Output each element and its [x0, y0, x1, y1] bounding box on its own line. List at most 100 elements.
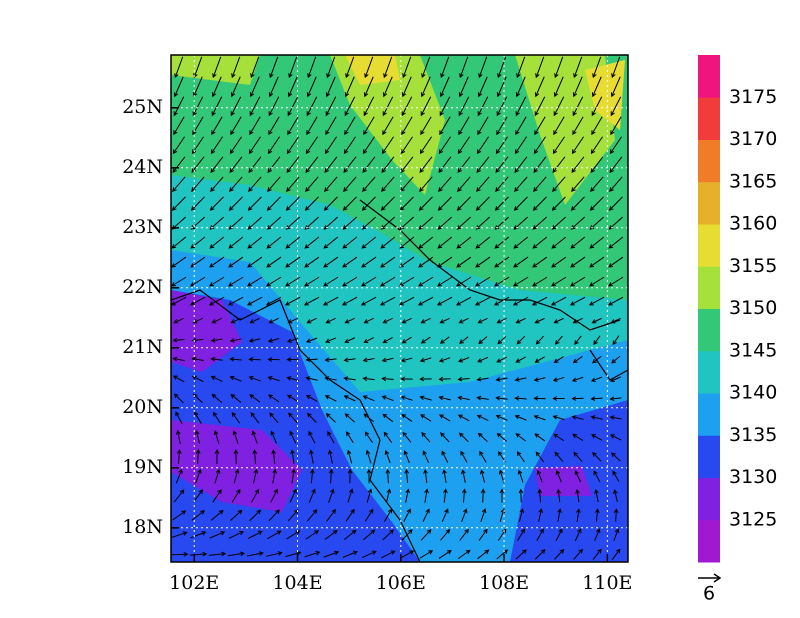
- wind-arrow: [476, 156, 490, 174]
- wind-arrow: [172, 337, 185, 343]
- wind-arrow: [589, 236, 605, 249]
- wind-arrow: [248, 156, 262, 174]
- wind-arrow: [210, 176, 224, 192]
- colorbar-box: [698, 55, 720, 98]
- wind-arrow: [209, 531, 226, 539]
- wind-arrow: [496, 76, 507, 98]
- wind-arrow: [514, 156, 528, 174]
- wind-arrow: [363, 76, 374, 98]
- wind-arrow: [417, 296, 434, 306]
- reference-arrowhead: [713, 573, 722, 583]
- wind-arrow: [515, 76, 526, 98]
- wind-arrow: [364, 56, 374, 79]
- wind-arrow: [324, 176, 338, 192]
- wind-arrow: [270, 430, 278, 444]
- wind-arrow: [322, 296, 339, 306]
- wind-arrow: [496, 356, 508, 363]
- wind-arrow: [570, 276, 586, 287]
- wind-arrow: [496, 116, 508, 136]
- wind-arrow: [380, 276, 396, 287]
- wind-arrow: [249, 96, 261, 117]
- wind-arrow: [342, 216, 358, 230]
- wind-arrow: [344, 317, 355, 324]
- wind-arrow: [572, 356, 583, 364]
- wind-arrow: [400, 156, 414, 174]
- wind-arrow: [363, 337, 374, 344]
- wind-arrow: [478, 56, 488, 79]
- wind-arrow: [514, 395, 527, 401]
- wind-arrow: [532, 216, 548, 230]
- wind-arrow: [381, 176, 395, 192]
- wind-arrow: [477, 96, 489, 117]
- wind-arrow: [247, 276, 263, 287]
- wind-arrow: [458, 76, 469, 98]
- wind-arrow: [209, 216, 225, 230]
- wind-arrow: [552, 376, 565, 382]
- wind-arrow: [287, 96, 299, 117]
- wind-arrow: [325, 337, 337, 343]
- wind-arrow: [228, 256, 244, 268]
- wind-arrow: [590, 415, 603, 420]
- wind-arrow: [362, 395, 375, 402]
- wind-arrow: [439, 76, 450, 98]
- wind-arrow: [572, 116, 584, 136]
- wind-arrow: [438, 414, 451, 422]
- wind-arrow: [476, 376, 489, 382]
- wind-arrow: [594, 508, 600, 522]
- wind-arrow: [383, 56, 393, 79]
- wind-arrow: [343, 376, 356, 381]
- wind-arrow: [403, 450, 410, 464]
- wind-arrow: [531, 296, 548, 306]
- wind-arrow: [361, 216, 377, 230]
- wind-arrow: [514, 136, 527, 155]
- wind-arrow: [347, 488, 354, 503]
- wind-arrow: [457, 395, 470, 401]
- y-tick-label: 23N: [122, 216, 163, 238]
- wind-arrow: [380, 216, 396, 230]
- wind-arrow: [173, 317, 184, 324]
- wind-arrow: [326, 56, 336, 79]
- wind-arrow: [438, 136, 451, 155]
- wind-arrow: [323, 196, 338, 211]
- colorbar-label: 3170: [729, 128, 777, 150]
- wind-arrow: [533, 414, 546, 421]
- wind-arrow: [498, 469, 505, 483]
- wind-arrow: [230, 116, 242, 136]
- wind-arrow: [515, 356, 526, 363]
- wind-arrow: [418, 216, 434, 230]
- wind-arrow: [592, 452, 602, 462]
- wind-arrow: [609, 136, 622, 155]
- wind-arrow: [610, 76, 621, 98]
- wind-arrow: [493, 296, 510, 306]
- wind-arrow: [437, 276, 453, 287]
- wind-arrow: [610, 376, 622, 383]
- wind-arrow: [591, 434, 603, 441]
- wind-arrow: [231, 488, 241, 503]
- wind-arrow: [233, 449, 239, 464]
- wind-arrow: [324, 529, 338, 540]
- wind-arrow: [402, 56, 412, 79]
- wind-arrow: [535, 56, 545, 79]
- wind-arrow: [438, 357, 451, 363]
- colorbar-box: [698, 181, 720, 225]
- wind-arrow: [306, 337, 318, 343]
- wind-arrow: [607, 296, 624, 306]
- wind-arrow: [516, 56, 526, 79]
- wind-arrow: [305, 376, 318, 381]
- wind-arrow: [402, 431, 412, 443]
- wind-arrow: [574, 528, 582, 542]
- wind-arrow: [456, 196, 471, 211]
- wind-arrow: [325, 317, 336, 324]
- wind-arrow: [401, 116, 413, 136]
- wind-arrow: [209, 256, 225, 268]
- wind-arrow: [209, 276, 225, 287]
- wind-arrow: [229, 356, 242, 362]
- wind-arrow: [572, 317, 583, 324]
- wind-arrow: [267, 357, 280, 362]
- wind-arrow: [289, 430, 297, 444]
- wind-arrow: [494, 276, 510, 287]
- wind-arrow: [513, 276, 529, 287]
- wind-arrow: [533, 396, 546, 401]
- wind-arrow: [556, 488, 561, 503]
- wind-arrow: [288, 56, 298, 79]
